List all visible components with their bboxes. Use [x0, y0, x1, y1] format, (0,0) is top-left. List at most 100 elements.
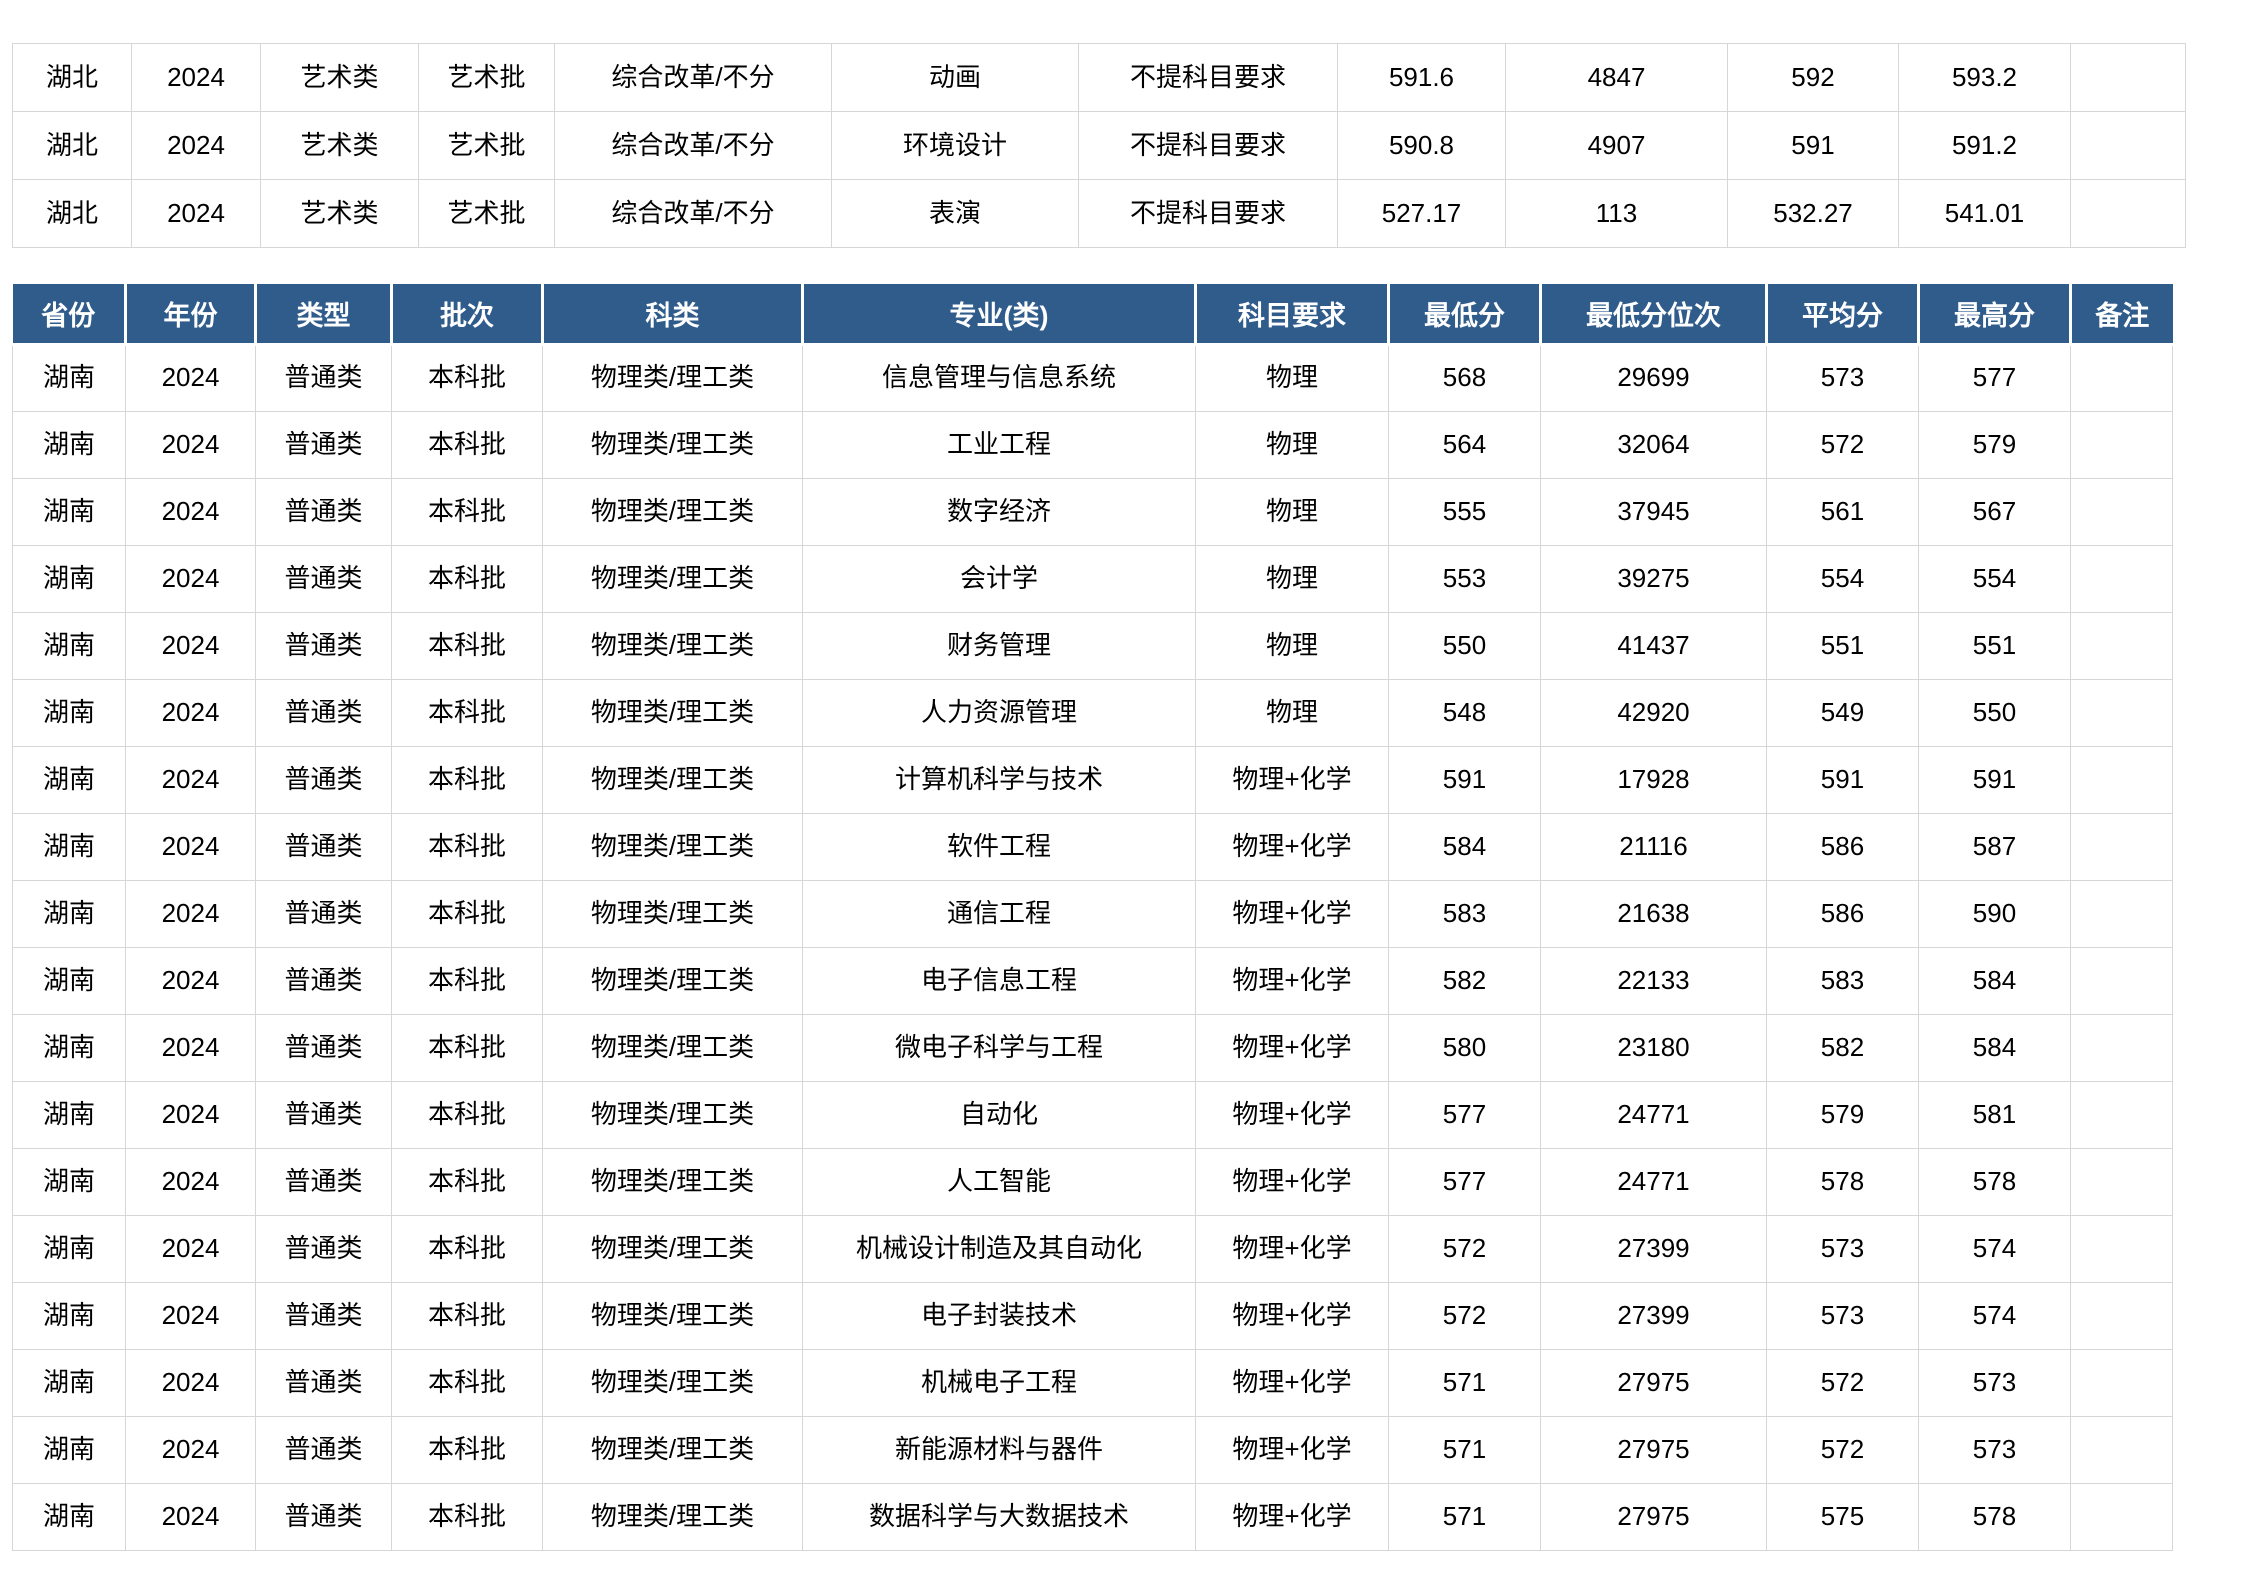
cell-batch: 本科批 — [391, 1482, 543, 1551]
cell-category: 普通类 — [255, 879, 392, 948]
cell-avg-score: 572 — [1766, 410, 1919, 479]
cell-remark — [2070, 812, 2173, 881]
cell-batch: 艺术批 — [418, 111, 555, 180]
cell-batch: 艺术批 — [418, 179, 555, 248]
table-row: 湖南 2024 普通类 本科批 物理类/理工类 机械电子工程 物理+化学 571 27975 57… — [12, 1348, 2173, 1417]
cell-subject-class: 物理类/理工类 — [542, 611, 803, 680]
cell-min-score-rank: 42920 — [1540, 678, 1767, 747]
cell-category: 普通类 — [255, 544, 392, 613]
cell-subject-requirement: 物理+化学 — [1195, 1281, 1389, 1350]
cell-avg-score: 573 — [1766, 1214, 1919, 1283]
cell-max-score: 584 — [1918, 946, 2071, 1015]
cell-year: 2024 — [125, 946, 256, 1015]
cell-subject-requirement: 不提科目要求 — [1078, 111, 1338, 180]
cell-subject-requirement: 物理+化学 — [1195, 879, 1389, 948]
cell-batch: 本科批 — [391, 946, 543, 1015]
cell-min-score-rank: 21638 — [1540, 879, 1767, 948]
cell-avg-score: 582 — [1766, 1013, 1919, 1082]
table-row: 湖南 2024 普通类 本科批 物理类/理工类 财务管理 物理 550 41437 551 551 — [12, 611, 2173, 680]
cell-remark — [2070, 1080, 2173, 1149]
cell-major: 通信工程 — [802, 879, 1196, 948]
table-row: 湖北 2024 艺术类 艺术批 综合改革/不分 动画 不提科目要求 591.6 4847 592 5… — [12, 43, 2186, 112]
cell-subject-requirement: 物理+化学 — [1195, 1214, 1389, 1283]
cell-batch: 本科批 — [391, 1080, 543, 1149]
cell-category: 普通类 — [255, 1214, 392, 1283]
cell-min-score-rank: 22133 — [1540, 946, 1767, 1015]
hubei-table-body: 湖北 2024 艺术类 艺术批 综合改革/不分 动画 不提科目要求 591.6 4847 592 5… — [12, 43, 2186, 248]
cell-year: 2024 — [125, 1013, 256, 1082]
cell-max-score: 577 — [1918, 343, 2071, 412]
cell-major: 人力资源管理 — [802, 678, 1196, 747]
cell-subject-class: 综合改革/不分 — [554, 179, 832, 248]
cell-province: 湖南 — [12, 1147, 126, 1216]
cell-subject-requirement: 物理 — [1195, 343, 1389, 412]
cell-min-score-rank: 4907 — [1505, 111, 1728, 180]
cell-min-score-rank: 24771 — [1540, 1080, 1767, 1149]
column-header-remark: 备注 — [2069, 284, 2173, 346]
cell-max-score: 591 — [1918, 745, 2071, 814]
cell-remark — [2070, 1013, 2173, 1082]
cell-max-score: 574 — [1918, 1281, 2071, 1350]
cell-province: 湖南 — [12, 879, 126, 948]
cell-province: 湖南 — [12, 1281, 126, 1350]
cell-subject-requirement: 物理+化学 — [1195, 1147, 1389, 1216]
cell-max-score: 579 — [1918, 410, 2071, 479]
cell-avg-score: 591 — [1766, 745, 1919, 814]
cell-min-score: 553 — [1388, 544, 1541, 613]
cell-max-score: 591.2 — [1898, 111, 2071, 180]
admission-table-body: 湖南 2024 普通类 本科批 物理类/理工类 信息管理与信息系统 物理 568 29699 57… — [12, 343, 2173, 1551]
cell-min-score-rank: 27975 — [1540, 1348, 1767, 1417]
table-row: 湖南 2024 普通类 本科批 物理类/理工类 会计学 物理 553 39275 554 554 — [12, 544, 2173, 613]
cell-min-score-rank: 32064 — [1540, 410, 1767, 479]
table-row: 湖南 2024 普通类 本科批 物理类/理工类 软件工程 物理+化学 584 21116 586 5… — [12, 812, 2173, 881]
cell-province: 湖南 — [12, 946, 126, 1015]
table-row: 湖南 2024 普通类 本科批 物理类/理工类 新能源材料与器件 物理+化学 571 27975… — [12, 1415, 2173, 1484]
column-header-major: 专业(类) — [801, 284, 1197, 346]
cell-subject-class: 物理类/理工类 — [542, 879, 803, 948]
cell-remark — [2070, 477, 2173, 546]
cell-major: 电子信息工程 — [802, 946, 1196, 1015]
cell-avg-score: 575 — [1766, 1482, 1919, 1551]
cell-province: 湖南 — [12, 544, 126, 613]
cell-province: 湖北 — [12, 179, 132, 248]
cell-subject-requirement: 物理 — [1195, 678, 1389, 747]
cell-subject-requirement: 物理 — [1195, 544, 1389, 613]
cell-subject-requirement: 物理+化学 — [1195, 745, 1389, 814]
cell-min-score: 572 — [1388, 1214, 1541, 1283]
cell-avg-score: 572 — [1766, 1415, 1919, 1484]
cell-min-score: 591.6 — [1337, 43, 1506, 112]
cell-subject-class: 物理类/理工类 — [542, 410, 803, 479]
cell-year: 2024 — [125, 1482, 256, 1551]
cell-year: 2024 — [125, 812, 256, 881]
cell-category: 普通类 — [255, 1348, 392, 1417]
cell-province: 湖南 — [12, 1013, 126, 1082]
cell-province: 湖北 — [12, 43, 132, 112]
cell-min-score-rank: 39275 — [1540, 544, 1767, 613]
cell-max-score: 578 — [1918, 1482, 2071, 1551]
cell-min-score-rank: 21116 — [1540, 812, 1767, 881]
cell-batch: 本科批 — [391, 745, 543, 814]
cell-remark — [2070, 1348, 2173, 1417]
cell-subject-requirement: 物理+化学 — [1195, 812, 1389, 881]
cell-province: 湖南 — [12, 477, 126, 546]
cell-year: 2024 — [125, 1214, 256, 1283]
cell-min-score: 580 — [1388, 1013, 1541, 1082]
cell-category: 普通类 — [255, 678, 392, 747]
cell-subject-requirement: 物理+化学 — [1195, 946, 1389, 1015]
cell-subject-class: 物理类/理工类 — [542, 678, 803, 747]
cell-min-score-rank: 113 — [1505, 179, 1728, 248]
cell-subject-class: 物理类/理工类 — [542, 1348, 803, 1417]
cell-min-score: 564 — [1388, 410, 1541, 479]
cell-province: 湖南 — [12, 611, 126, 680]
cell-major: 机械设计制造及其自动化 — [802, 1214, 1196, 1283]
cell-min-score: 571 — [1388, 1415, 1541, 1484]
cell-subject-requirement: 物理+化学 — [1195, 1013, 1389, 1082]
cell-batch: 本科批 — [391, 410, 543, 479]
cell-remark — [2070, 1281, 2173, 1350]
header-row: 省份 年份 类型 批次 科类 专业(类) 科目要求 最低分 最低分位次 平均分 最高分 备注 — [12, 284, 2173, 346]
cell-min-score: 577 — [1388, 1080, 1541, 1149]
table-row: 湖南 2024 普通类 本科批 物理类/理工类 数字经济 物理 555 37945 561 567 — [12, 477, 2173, 546]
cell-year: 2024 — [125, 745, 256, 814]
table-row: 湖南 2024 普通类 本科批 物理类/理工类 电子信息工程 物理+化学 582 22133 58… — [12, 946, 2173, 1015]
